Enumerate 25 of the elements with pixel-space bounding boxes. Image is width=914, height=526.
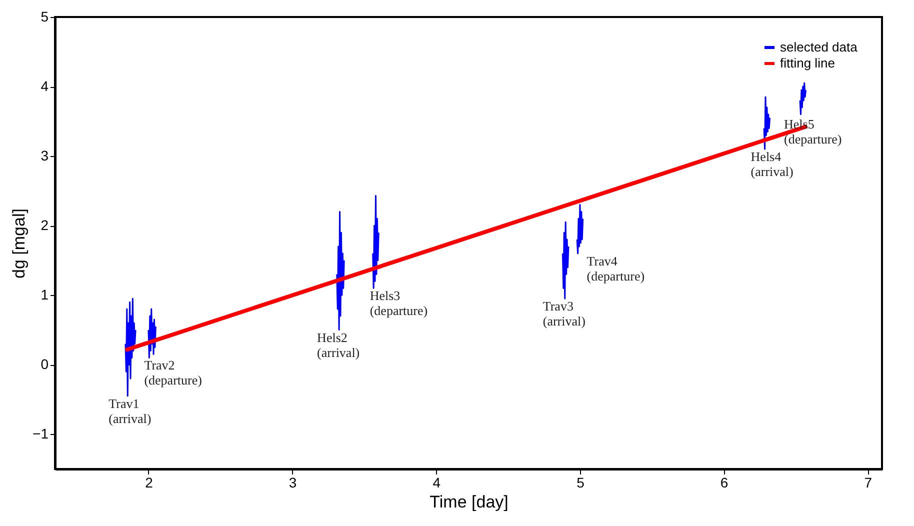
annotation: Trav3 (arrival) (542, 298, 586, 329)
y-tick-label: 2 (40, 217, 49, 234)
annotation: Hels3 (departure) (370, 288, 428, 318)
annotation: Hels5 (departure) (784, 116, 842, 146)
y-tick-label: −1 (32, 426, 49, 442)
annotation: Hels4 (arrival) (750, 149, 794, 180)
legend-label: selected data (780, 40, 858, 54)
y-axis-title: dg [mgal] (10, 208, 29, 278)
annotation: Hels2 (arrival) (317, 330, 360, 360)
x-tick-label: 3 (288, 474, 297, 490)
y-tick-label: 5 (40, 8, 49, 24)
y-tick-label: 0 (40, 356, 49, 372)
annotation: Trav4 (departure) (586, 253, 645, 284)
x-tick-label: 6 (720, 474, 728, 490)
x-tick-label: 2 (145, 474, 154, 490)
legend-label: fitting line (780, 56, 835, 70)
x-tick-label: 7 (864, 474, 872, 490)
x-tick-label: 4 (432, 474, 441, 490)
annotation: Trav1 (arrival) (108, 396, 152, 426)
y-tick-label: 4 (40, 78, 49, 94)
y-tick-label: 1 (40, 286, 49, 303)
x-axis-title: Time [day] (430, 492, 508, 512)
y-tick-label: 3 (40, 148, 49, 164)
annotation: Trav2 (departure) (144, 358, 202, 388)
x-tick-label: 5 (576, 474, 585, 490)
